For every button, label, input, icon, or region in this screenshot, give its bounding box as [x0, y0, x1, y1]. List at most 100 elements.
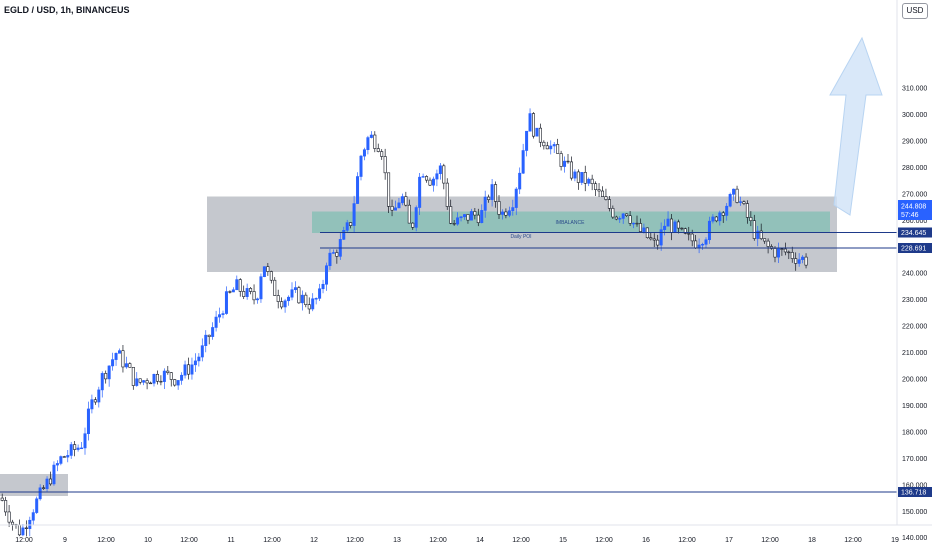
candle-up	[38, 487, 42, 500]
time-tick-label: 17	[725, 537, 733, 544]
candle-down	[556, 144, 560, 154]
candle-down	[583, 172, 587, 184]
time-tick-label: 19	[891, 537, 899, 544]
candle-down	[569, 161, 573, 179]
candle-down	[428, 179, 432, 186]
candle-up	[331, 252, 335, 254]
candle-up	[245, 288, 249, 297]
candle-down	[376, 148, 380, 152]
candle-down	[690, 233, 694, 242]
candle-up	[521, 150, 525, 174]
price-label-228-box	[898, 243, 932, 253]
candle-down	[73, 444, 77, 450]
candle-down	[273, 279, 277, 296]
candle-up	[152, 373, 156, 384]
candle-up	[55, 463, 59, 466]
candle-down	[128, 363, 132, 368]
price-tick-label: 260.000	[902, 218, 927, 225]
candle-down	[628, 215, 632, 224]
candle-down	[380, 151, 384, 157]
time-tick-label: 11	[227, 537, 234, 544]
candle-down	[787, 251, 791, 254]
candle-up	[118, 350, 122, 354]
candle-down	[607, 199, 611, 209]
time-axis[interactable]: 12:00 9 12:00 10 12:00 11 12:00 12 12:00 13 12:00 1…	[15, 537, 899, 544]
candle-up	[200, 345, 204, 358]
candle-down	[504, 211, 508, 216]
candle-up	[35, 498, 39, 513]
price-tick-label: 230.000	[902, 297, 927, 304]
candle-up	[666, 218, 670, 227]
candle-up	[100, 373, 104, 391]
candle-up	[86, 408, 90, 435]
time-tick-label: 12:00	[429, 537, 447, 544]
candle-down	[411, 222, 415, 228]
price-tick-label: 300.000	[902, 112, 927, 119]
time-tick-label: 12:00	[15, 537, 33, 544]
currency-button[interactable]: USD	[902, 3, 928, 19]
lower-zone	[0, 474, 68, 496]
candle-down	[576, 171, 580, 183]
candle-down	[780, 248, 784, 250]
candle-down	[238, 279, 242, 292]
price-tick-label: 150.000	[902, 509, 927, 516]
candle-up	[293, 287, 297, 291]
candle-up	[311, 298, 315, 310]
candle-up	[135, 378, 139, 386]
price-tick-label: 170.000	[902, 456, 927, 463]
candle-up	[673, 221, 677, 233]
candle-up	[59, 456, 63, 464]
candle-up	[618, 218, 622, 220]
candle-up	[483, 196, 487, 211]
candle-down	[638, 223, 642, 232]
candle-down	[249, 288, 253, 292]
candle-up	[587, 178, 591, 184]
candle-down	[276, 295, 280, 302]
candle-up	[697, 244, 701, 249]
candle-down	[783, 248, 787, 253]
price-label-234-value: 234.645	[901, 230, 926, 237]
candle-down	[590, 178, 594, 185]
candle-up	[704, 239, 708, 245]
candle-down	[48, 478, 52, 485]
time-tick-label: 12:00	[97, 537, 115, 544]
candle-down	[266, 266, 270, 272]
time-tick-label: 13	[393, 537, 401, 544]
candle-up	[90, 399, 94, 410]
candle-down	[335, 252, 339, 257]
price-axis[interactable]: 310.000 300.000 290.000 280.000 270.000 260.0…	[902, 86, 927, 550]
candle-down	[656, 239, 660, 246]
candle-down	[745, 203, 749, 218]
candle-down	[373, 134, 377, 149]
candle-up	[480, 210, 484, 223]
price-tick-label: 210.000	[902, 350, 927, 357]
candle-down	[145, 380, 149, 384]
level-lines	[0, 232, 897, 493]
candle-down	[138, 378, 142, 383]
price-tick-label: 200.000	[902, 377, 927, 384]
candle-up	[528, 113, 532, 132]
candle-down	[559, 153, 563, 167]
candle-up	[573, 171, 577, 179]
candle-up	[563, 160, 567, 167]
candle-up	[224, 291, 228, 314]
candle-up	[52, 464, 56, 485]
candle-up	[328, 252, 332, 267]
candle-up	[259, 276, 263, 300]
price-tick-label: 290.000	[902, 138, 927, 145]
candle-up	[31, 512, 35, 521]
candle-up	[514, 188, 518, 208]
candle-up	[435, 173, 439, 180]
candle-up	[518, 172, 522, 190]
candle-down	[763, 238, 767, 242]
candle-up	[231, 289, 235, 293]
candle-down	[442, 165, 446, 184]
candle-up	[397, 202, 401, 209]
candle-down	[773, 248, 777, 258]
candle-down	[387, 172, 391, 207]
price-label-136-box	[898, 487, 932, 497]
candle-up	[66, 455, 70, 458]
candle-up	[111, 359, 115, 367]
candle-down	[538, 127, 542, 143]
